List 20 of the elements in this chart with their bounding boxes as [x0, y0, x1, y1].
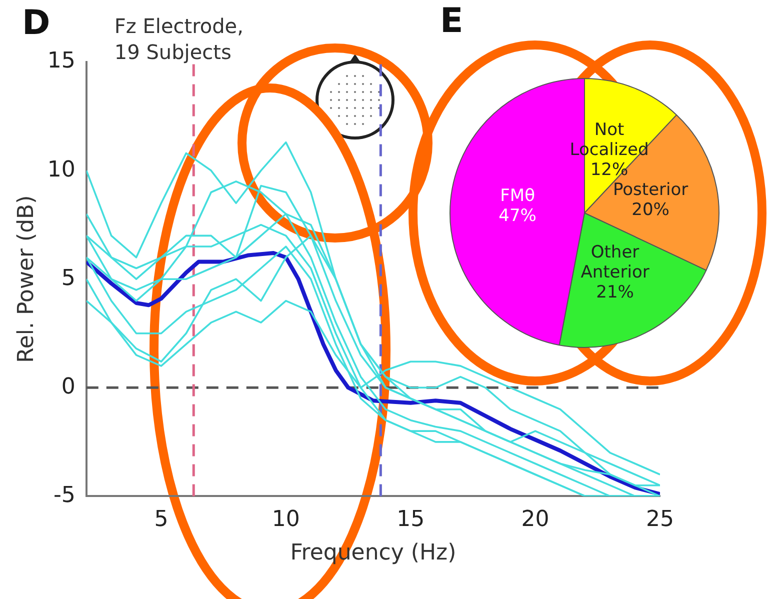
- y-tick-label: 10: [47, 157, 76, 182]
- y-tick-label: 15: [47, 48, 76, 74]
- chart-title: E: [440, 0, 464, 41]
- slice-label: Posterior: [612, 180, 688, 200]
- x-tick-label: 20: [521, 507, 550, 532]
- y-tick-label: -5: [53, 482, 76, 508]
- slice-label: FMθ: [500, 186, 535, 206]
- x-tick-label: 5: [154, 507, 168, 532]
- data-label: 47%: [498, 206, 536, 226]
- y-tick-label: 5: [61, 266, 76, 291]
- annotation: Fz Electrode, 19 Subjects: [114, 14, 244, 64]
- x-tick-label: 15: [396, 507, 425, 532]
- chart-title: D: [22, 2, 50, 43]
- data-label: 20%: [632, 200, 670, 220]
- data-label: 21%: [596, 282, 634, 302]
- x-tick-label: 25: [646, 507, 674, 532]
- slice-label: Other Anterior: [580, 242, 650, 282]
- y-tick-label: 0: [61, 374, 76, 400]
- y-axis-title: Rel. Power (dB): [14, 195, 39, 363]
- x-tick-label: 10: [272, 507, 300, 532]
